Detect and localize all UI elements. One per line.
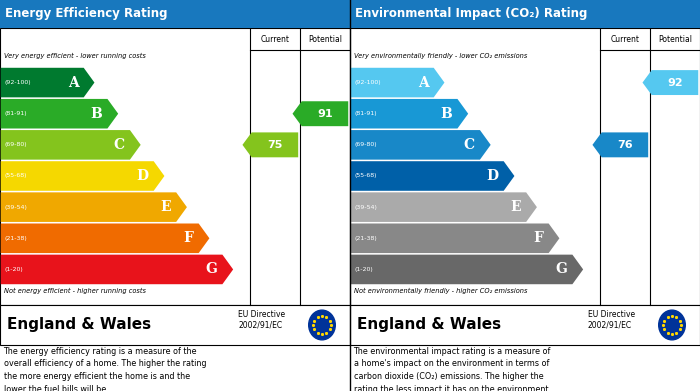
Text: Potential: Potential [308,34,342,43]
Text: Current: Current [610,34,639,43]
Bar [350,0,700,28]
Polygon shape [643,70,699,95]
Text: The environmental impact rating is a measure of
a home's impact on the environme: The environmental impact rating is a mea… [354,347,551,391]
Text: Environmental Impact (CO₂) Rating: Environmental Impact (CO₂) Rating [355,7,587,20]
Polygon shape [1,192,187,222]
Polygon shape [351,224,559,253]
Circle shape [309,310,335,340]
Polygon shape [1,99,118,129]
Bar [350,305,700,345]
Polygon shape [1,255,233,284]
Text: Potential: Potential [658,34,692,43]
Text: (69-80): (69-80) [4,142,27,147]
Text: (1-20): (1-20) [4,267,23,272]
Bar [0,0,350,28]
Text: A: A [68,75,78,90]
Text: (81-91): (81-91) [4,111,27,116]
Polygon shape [592,133,648,157]
Polygon shape [351,68,444,97]
Text: C: C [113,138,125,152]
Text: (39-54): (39-54) [354,204,377,210]
Text: A: A [418,75,428,90]
Text: D: D [136,169,148,183]
Text: F: F [183,231,193,245]
Text: (81-91): (81-91) [354,111,377,116]
Polygon shape [242,133,298,157]
Text: Not energy efficient - higher running costs: Not energy efficient - higher running co… [4,288,146,294]
Text: England & Wales: England & Wales [7,317,151,332]
Text: 91: 91 [317,109,332,119]
Text: (1-20): (1-20) [354,267,373,272]
Text: F: F [533,231,543,245]
Text: C: C [463,138,475,152]
Polygon shape [1,130,141,160]
Text: The energy efficiency rating is a measure of the
overall efficiency of a home. T: The energy efficiency rating is a measur… [4,347,206,391]
Text: (21-38): (21-38) [354,236,377,241]
Text: England & Wales: England & Wales [357,317,501,332]
Text: B: B [90,107,102,121]
Text: G: G [205,262,217,276]
Polygon shape [351,99,468,129]
Text: (92-100): (92-100) [354,80,381,85]
Text: G: G [555,262,567,276]
Bar [0,305,350,345]
Text: B: B [440,107,452,121]
Text: Not environmentally friendly - higher CO₂ emissions: Not environmentally friendly - higher CO… [354,288,527,294]
Text: E: E [160,200,171,214]
Polygon shape [1,224,209,253]
Text: Very energy efficient - lower running costs: Very energy efficient - lower running co… [4,53,146,59]
Text: (55-68): (55-68) [4,174,27,179]
Polygon shape [1,68,95,97]
Text: 76: 76 [617,140,633,150]
Text: Very environmentally friendly - lower CO₂ emissions: Very environmentally friendly - lower CO… [354,53,527,59]
Text: D: D [486,169,498,183]
Text: Energy Efficiency Rating: Energy Efficiency Rating [6,7,168,20]
Circle shape [659,310,685,340]
Polygon shape [351,161,514,191]
Bar [350,28,700,305]
Text: EU Directive
2002/91/EC: EU Directive 2002/91/EC [238,310,285,330]
Polygon shape [1,161,164,191]
Text: EU Directive
2002/91/EC: EU Directive 2002/91/EC [588,310,635,330]
Text: Current: Current [260,34,289,43]
Text: 92: 92 [667,77,682,88]
Text: (92-100): (92-100) [4,80,31,85]
Bar [0,28,350,305]
Polygon shape [351,255,583,284]
Text: (69-80): (69-80) [354,142,377,147]
Text: (39-54): (39-54) [4,204,27,210]
Polygon shape [293,101,349,126]
Text: (21-38): (21-38) [4,236,27,241]
Text: E: E [510,200,521,214]
Polygon shape [351,130,491,160]
Polygon shape [351,192,537,222]
Text: 75: 75 [267,140,283,150]
Text: (55-68): (55-68) [354,174,377,179]
